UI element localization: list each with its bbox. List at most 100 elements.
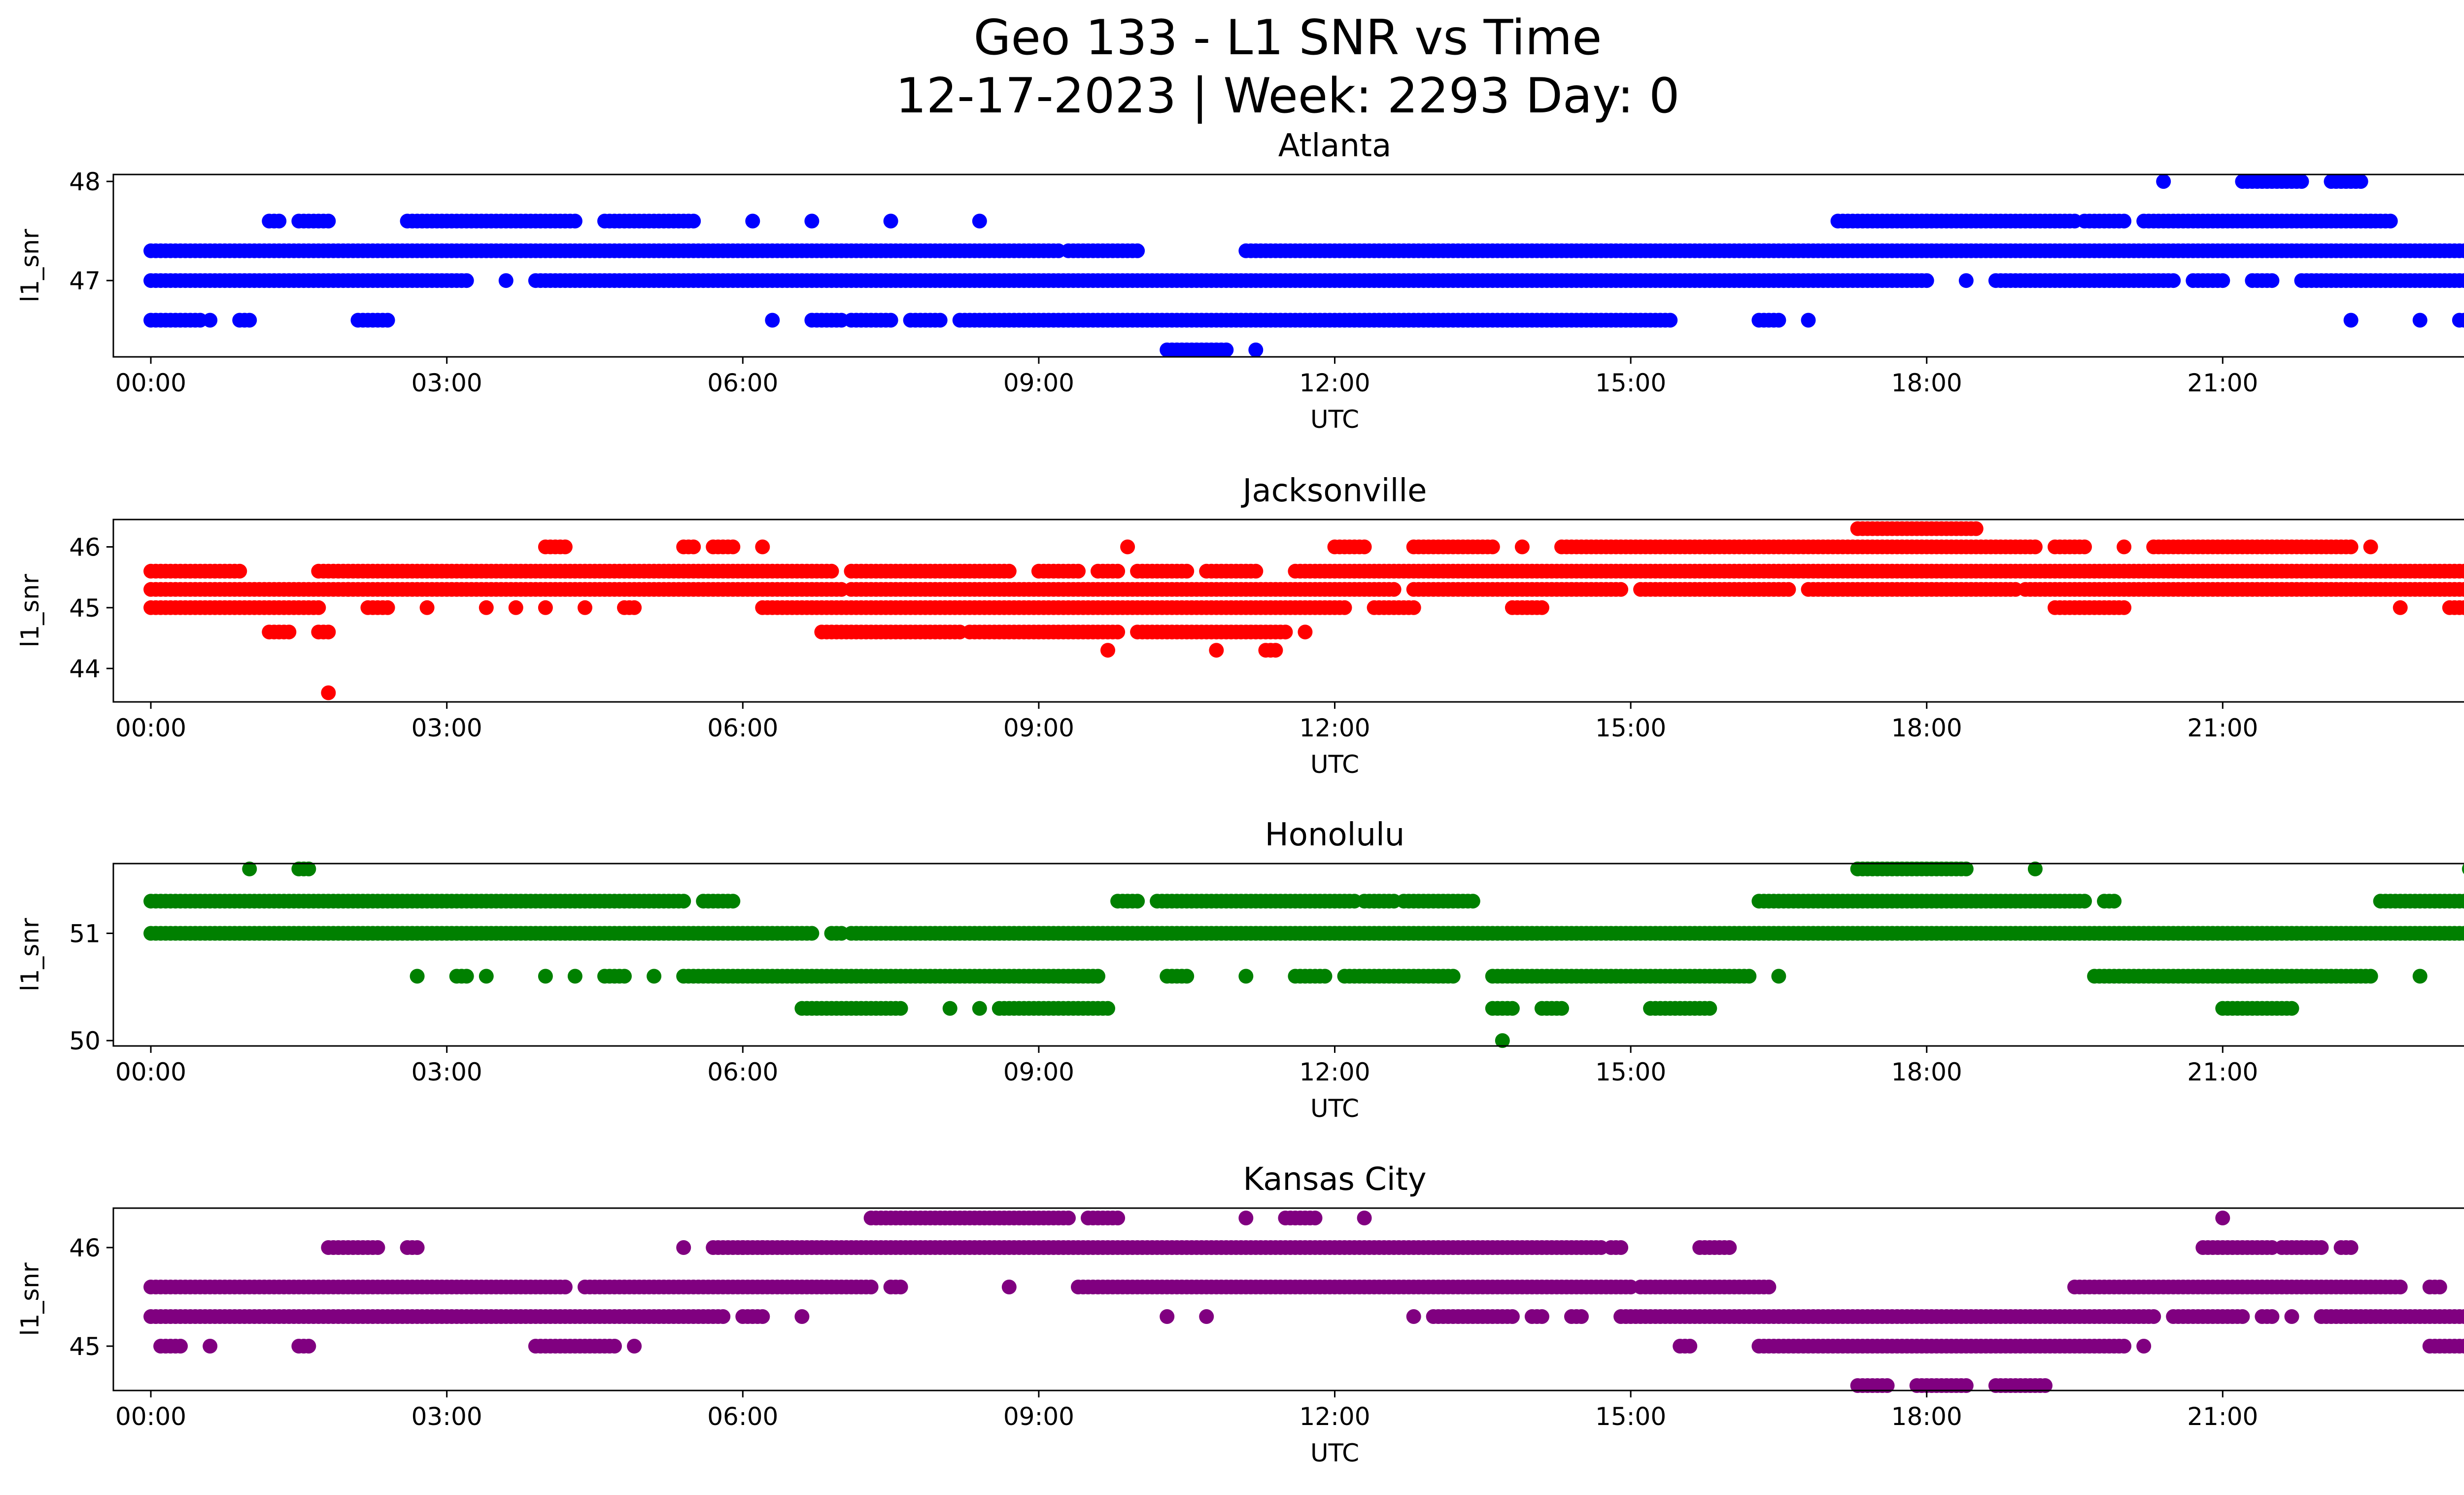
data-point <box>410 969 425 984</box>
data-point <box>2117 600 2132 615</box>
data-point <box>242 861 257 876</box>
data-point <box>1298 625 1313 640</box>
data-point <box>1761 1280 1777 1294</box>
data-point <box>1091 969 1105 984</box>
scatter-chart: 00:00 03:00 06:00 09:00 12:00 15:00 18:00 21:00… <box>16 861 2464 1123</box>
data-point <box>686 213 701 229</box>
data-point <box>1120 539 1135 555</box>
data-point <box>1130 894 1145 909</box>
data-point <box>893 1280 908 1294</box>
data-point <box>2363 969 2378 984</box>
data-point <box>765 313 780 328</box>
x-tick-label: 21:00 <box>2187 369 2258 397</box>
data-point <box>2457 273 2464 288</box>
data-point <box>1406 1309 1421 1324</box>
data-point <box>1534 600 1549 615</box>
data-point <box>2284 1309 2299 1324</box>
series-44-6 <box>262 625 1313 640</box>
data-point <box>1771 969 1786 984</box>
data-point <box>508 600 523 615</box>
x-tick-label: 09:00 <box>1003 714 1074 742</box>
data-point <box>972 1001 987 1016</box>
data-point <box>1209 643 1224 658</box>
data-point <box>2457 1339 2464 1354</box>
data-point <box>2117 539 2132 555</box>
x-axis-label: UTC <box>1310 1094 1359 1123</box>
data-point <box>2462 864 2464 874</box>
data-point <box>2027 861 2043 876</box>
series-51-3 <box>143 894 2464 909</box>
data-point <box>1682 1339 1698 1354</box>
series-47 <box>143 273 2464 288</box>
data-point <box>1278 625 1293 640</box>
series-46-3 <box>1850 521 1984 536</box>
data-point <box>1574 1309 1589 1324</box>
data-point <box>1958 273 1974 288</box>
data-point <box>1445 969 1461 984</box>
data-point <box>2077 894 2092 909</box>
data-point <box>2457 243 2464 258</box>
data-point <box>824 563 839 579</box>
series-44-3 <box>1100 643 1283 658</box>
series-45-3 <box>143 1309 2464 1324</box>
data-point <box>2462 1341 2464 1352</box>
data-point <box>242 313 257 328</box>
x-tick-label: 12:00 <box>1299 1058 1370 1086</box>
data-point <box>567 969 582 984</box>
data-point <box>301 861 316 876</box>
series-46 <box>538 539 2378 555</box>
x-tick-label: 18:00 <box>1891 714 1962 742</box>
data-point <box>203 1339 218 1354</box>
data-point <box>232 563 247 579</box>
x-axis-label: UTC <box>1310 750 1359 779</box>
data-point <box>1958 861 1974 876</box>
series-45 <box>153 1339 2464 1354</box>
y-tick-label: 50 <box>69 1027 101 1055</box>
x-tick-label: 09:00 <box>1003 369 1074 397</box>
data-point <box>1534 1309 1549 1324</box>
data-point <box>578 600 592 615</box>
x-tick-label: 15:00 <box>1595 369 1666 397</box>
x-tick-label: 12:00 <box>1299 714 1370 742</box>
data-point <box>942 1001 958 1016</box>
data-point <box>863 1280 879 1294</box>
data-point <box>370 1240 385 1255</box>
data-point <box>2457 926 2464 941</box>
data-point <box>2136 1339 2152 1354</box>
series-46-6 <box>143 313 2464 328</box>
data-point <box>2166 273 2181 288</box>
data-point <box>1465 894 1480 909</box>
data-point <box>2457 1309 2464 1324</box>
data-point <box>2117 1339 2132 1354</box>
data-point <box>1100 643 1115 658</box>
x-tick-label: 06:00 <box>707 369 778 397</box>
data-point <box>2462 928 2464 939</box>
data-point <box>804 213 820 229</box>
scatter-chart: 00:00 03:00 06:00 09:00 12:00 15:00 18:00 21:00… <box>16 519 2464 779</box>
data-point <box>479 600 494 615</box>
data-point <box>893 1001 908 1016</box>
data-point <box>1238 969 1254 984</box>
subplot-title: Atlanta <box>1278 128 1392 164</box>
data-point <box>2412 969 2428 984</box>
data-point <box>676 1240 691 1255</box>
x-tick-label: 00:00 <box>115 369 186 397</box>
data-point <box>2284 1001 2299 1016</box>
data-point <box>1514 539 1530 555</box>
data-point <box>1199 1309 1214 1324</box>
series-50-6 <box>410 969 2428 984</box>
data-point <box>1337 600 1352 615</box>
data-point <box>647 969 662 984</box>
data-point <box>2156 174 2171 189</box>
subplot-honolulu: Honolulu 00:00 03:00 06:00 09:00 12:00 15:00 1… <box>0 816 2464 1143</box>
data-point <box>883 313 898 328</box>
data-point <box>755 1309 770 1324</box>
data-point <box>2117 213 2132 229</box>
data-point <box>1613 582 1629 597</box>
data-point <box>1179 563 1195 579</box>
data-point <box>1386 582 1402 597</box>
data-point <box>1495 1033 1510 1048</box>
data-point <box>1130 243 1145 258</box>
data-point <box>883 213 898 229</box>
